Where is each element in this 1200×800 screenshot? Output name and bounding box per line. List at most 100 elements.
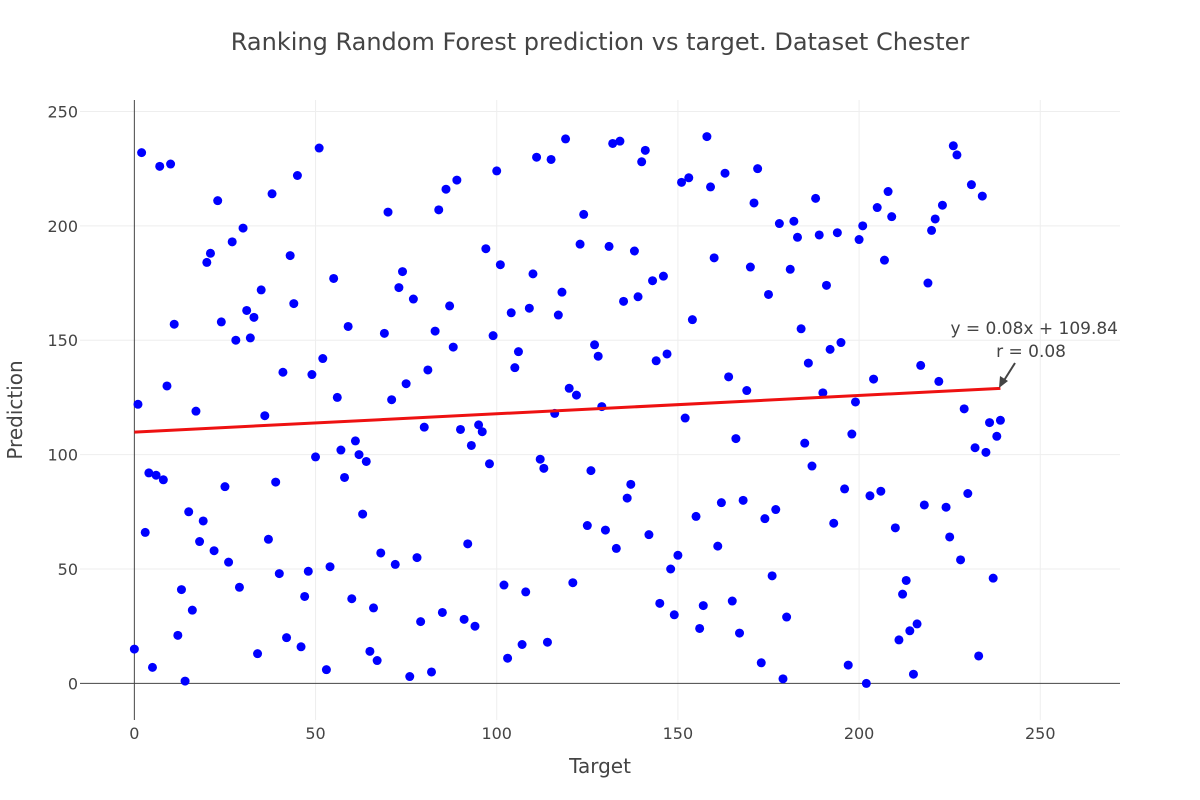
data-point (731, 434, 741, 444)
data-point (484, 459, 494, 469)
data-point (564, 383, 574, 393)
data-point (198, 516, 208, 526)
data-point (365, 646, 375, 656)
data-point (644, 530, 654, 540)
data-point (445, 301, 455, 311)
data-point (869, 374, 879, 384)
data-point (970, 443, 980, 453)
data-point (850, 397, 860, 407)
data-point (495, 260, 505, 270)
data-point (651, 356, 661, 366)
data-point (879, 255, 889, 265)
data-point (811, 193, 821, 203)
x-tick-label: 250 (1025, 724, 1056, 743)
data-point (387, 395, 397, 405)
data-point (716, 498, 726, 508)
data-point (369, 603, 379, 613)
y-tick-label: 200 (47, 217, 78, 236)
data-point (843, 660, 853, 670)
data-point (441, 184, 451, 194)
data-point (640, 145, 650, 155)
data-point (792, 232, 802, 242)
y-tick-labels: 0 50 100 150 200 250 (47, 102, 78, 693)
data-point (829, 518, 839, 528)
data-point (988, 573, 998, 583)
data-point (383, 207, 393, 217)
data-point (633, 292, 643, 302)
data-point (912, 619, 922, 629)
data-point (745, 262, 755, 272)
data-point (307, 370, 317, 380)
data-point (858, 221, 868, 231)
data-point (706, 182, 716, 192)
data-point (818, 388, 828, 398)
data-point (738, 495, 748, 505)
data-point (666, 564, 676, 574)
data-point (448, 342, 458, 352)
x-tick-labels: 0 50 100 150 200 250 (129, 724, 1055, 743)
y-tick-label: 100 (47, 446, 78, 465)
data-point (488, 331, 498, 341)
data-point (876, 486, 886, 496)
data-point (267, 189, 277, 199)
data-point (662, 349, 672, 359)
data-point (937, 200, 947, 210)
data-point (350, 436, 360, 446)
data-point (271, 477, 281, 487)
data-point (557, 287, 567, 297)
data-point (202, 257, 212, 267)
data-point (187, 605, 197, 615)
data-point (242, 305, 252, 315)
x-tick-label: 200 (844, 724, 875, 743)
data-point (184, 507, 194, 517)
data-point (571, 390, 581, 400)
data-point (908, 669, 918, 679)
data-point (553, 310, 563, 320)
data-point (648, 276, 658, 286)
data-point (245, 333, 255, 343)
data-point (314, 143, 324, 153)
data-point (619, 296, 629, 306)
data-point (930, 214, 940, 224)
data-point (463, 539, 473, 549)
data-point (455, 424, 465, 434)
data-point (959, 404, 969, 414)
data-point (340, 472, 350, 482)
data-point (503, 653, 513, 663)
data-point (220, 482, 230, 492)
data-point (807, 461, 817, 471)
data-point (343, 321, 353, 331)
data-point (546, 154, 556, 164)
data-point (430, 326, 440, 336)
data-point (329, 273, 339, 283)
fit-r-value: r = 0.08 (996, 342, 1066, 362)
data-point (883, 187, 893, 197)
data-point (691, 511, 701, 521)
data-point (561, 134, 571, 144)
data-point (749, 198, 759, 208)
data-point (622, 493, 632, 503)
data-point (615, 136, 625, 146)
data-point (600, 525, 610, 535)
data-point (437, 607, 447, 617)
data-point (499, 580, 509, 590)
data-point (742, 386, 752, 396)
data-point (481, 244, 491, 254)
data-point (318, 354, 328, 364)
data-point (354, 450, 364, 460)
data-point (292, 170, 302, 180)
data-point (216, 317, 226, 327)
data-point (539, 463, 549, 473)
data-point (155, 161, 165, 171)
data-point (419, 422, 429, 432)
data-point (974, 651, 984, 661)
data-point (590, 340, 600, 350)
data-point (720, 168, 730, 178)
data-point (303, 566, 313, 576)
data-point (398, 267, 408, 277)
data-point (144, 468, 154, 478)
data-point (629, 246, 639, 256)
data-point (760, 514, 770, 524)
data-point (394, 283, 404, 293)
